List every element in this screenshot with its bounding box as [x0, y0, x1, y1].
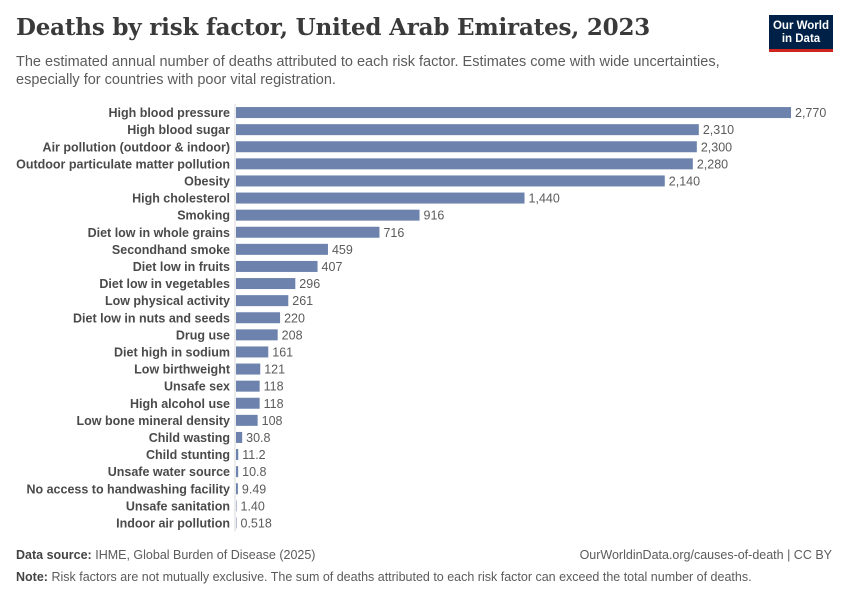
value-label: 916 [424, 209, 445, 223]
value-label: 161 [272, 345, 293, 359]
value-label: 1.40 [241, 499, 265, 513]
category-label: Diet low in nuts and seeds [73, 311, 230, 325]
category-label: Unsafe sex [164, 380, 230, 394]
bar[interactable] [236, 380, 260, 392]
logo-line-2: in Data [781, 33, 821, 45]
bar[interactable] [236, 312, 281, 324]
category-label: Obesity [184, 174, 230, 188]
bar[interactable] [236, 363, 261, 375]
category-label: Child stunting [146, 448, 230, 462]
category-label: High blood sugar [127, 123, 230, 137]
bar[interactable] [236, 141, 697, 153]
value-label: 121 [264, 363, 285, 377]
bar[interactable] [236, 175, 665, 187]
value-label: 2,770 [795, 106, 826, 120]
category-label: Unsafe water source [108, 465, 230, 479]
category-label: Diet low in vegetables [99, 277, 230, 291]
value-label: 220 [284, 311, 305, 325]
data-source: Data source: IHME, Global Burden of Dise… [16, 548, 315, 562]
bar[interactable] [236, 517, 237, 529]
source-url-link[interactable]: OurWorldinData.org/causes-of-death | CC … [579, 548, 832, 562]
owid-logo[interactable]: Our World in Data [769, 15, 833, 52]
value-label: 10.8 [242, 465, 266, 479]
bar[interactable] [236, 500, 237, 512]
category-label: Air pollution (outdoor & indoor) [43, 140, 230, 154]
value-label: 118 [264, 397, 284, 411]
chart-note: Note: Risk factors are not mutually excl… [16, 570, 752, 584]
category-label: Unsafe sanitation [126, 499, 230, 513]
bar[interactable] [236, 243, 328, 255]
note-text: Risk factors are not mutually exclusive.… [51, 570, 752, 584]
data-source-label: Data source: [16, 548, 92, 562]
bar[interactable] [236, 397, 260, 409]
category-label: Diet low in whole grains [88, 226, 230, 240]
category-label: Diet high in sodium [114, 345, 230, 359]
bar[interactable] [236, 226, 380, 238]
category-label: High blood pressure [108, 106, 230, 120]
bar[interactable] [236, 260, 318, 272]
bar[interactable] [236, 431, 243, 443]
bar[interactable] [236, 466, 239, 478]
value-label: 108 [262, 414, 283, 428]
value-label: 0.518 [241, 516, 272, 530]
category-label: Diet low in fruits [133, 260, 230, 274]
value-label: 716 [383, 226, 404, 240]
bar[interactable] [236, 192, 525, 204]
value-label: 1,440 [529, 192, 560, 206]
value-label: 2,280 [697, 157, 728, 171]
value-label: 2,140 [669, 174, 700, 188]
bar[interactable] [236, 483, 238, 495]
value-label: 459 [332, 243, 353, 257]
value-label: 9.49 [242, 482, 266, 496]
bar[interactable] [236, 449, 239, 461]
logo-line-1: Our World [772, 20, 829, 32]
bar[interactable] [236, 124, 699, 136]
bar[interactable] [236, 107, 791, 119]
bar[interactable] [236, 278, 296, 290]
category-label: High cholesterol [132, 192, 230, 206]
category-label: Child wasting [149, 431, 230, 445]
value-label: 208 [282, 328, 303, 342]
category-label: Low bone mineral density [77, 414, 231, 428]
category-label: Drug use [176, 328, 230, 342]
category-label: Low physical activity [105, 294, 230, 308]
bar[interactable] [236, 295, 289, 307]
value-label: 261 [292, 294, 313, 308]
value-label: 30.8 [246, 431, 270, 445]
bar[interactable] [236, 329, 278, 341]
note-label: Note: [16, 570, 48, 584]
chart-subtitle: The estimated annual number of deaths at… [16, 54, 720, 88]
data-source-text: IHME, Global Burden of Disease (2025) [95, 548, 316, 562]
value-label: 407 [322, 260, 343, 274]
category-label: High alcohol use [130, 397, 230, 411]
value-label: 2,310 [703, 123, 734, 137]
category-label: Indoor air pollution [116, 516, 230, 530]
value-label: 118 [264, 380, 284, 394]
value-label: 2,300 [701, 140, 732, 154]
bar[interactable] [236, 414, 258, 426]
value-label: 11.2 [242, 448, 265, 462]
category-label: Smoking [177, 209, 230, 223]
bar[interactable] [236, 209, 420, 221]
category-label: Outdoor particulate matter pollution [16, 157, 230, 171]
category-label: Secondhand smoke [112, 243, 230, 257]
chart-title: Deaths by risk factor, United Arab Emira… [16, 14, 651, 41]
value-label: 296 [299, 277, 320, 291]
category-label: Low birthweight [134, 363, 231, 377]
bar[interactable] [236, 346, 269, 358]
bar-chart: High blood pressure 2,770 High blood sugar… [16, 104, 826, 532]
category-label: No access to handwashing facility [26, 482, 230, 496]
bar[interactable] [236, 158, 693, 170]
